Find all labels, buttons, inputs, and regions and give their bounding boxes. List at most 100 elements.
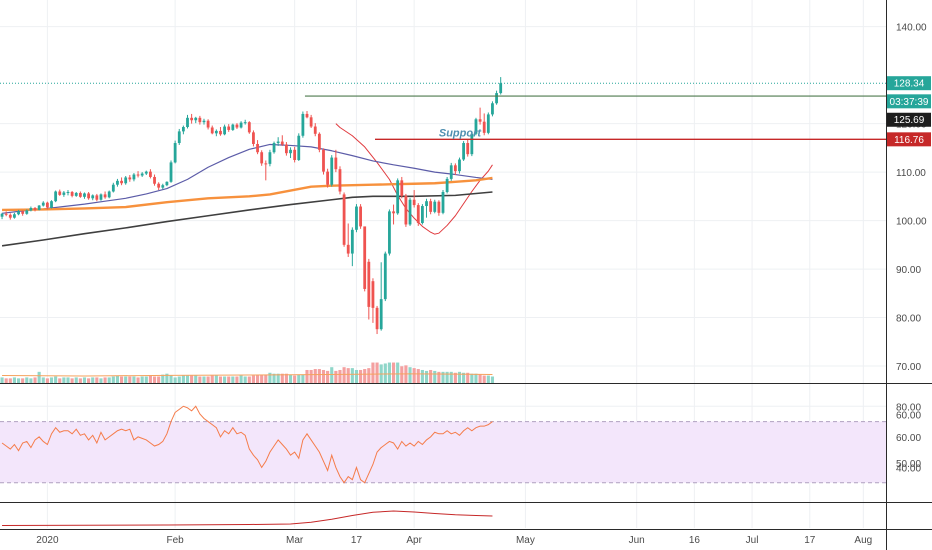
candle-body <box>124 177 128 184</box>
date-tick-label: 17 <box>804 535 816 546</box>
candle-body <box>202 120 206 123</box>
rsi-tick-label: 60.00 <box>896 433 921 444</box>
candle <box>359 204 362 229</box>
volume-bar <box>74 377 78 383</box>
date-tick-label: May <box>516 535 535 546</box>
candle <box>186 114 189 129</box>
candle-body <box>17 211 20 215</box>
candle <box>420 204 424 225</box>
price-pane: Support <box>0 77 886 335</box>
volume-bar <box>309 369 313 383</box>
candle-body <box>136 174 140 176</box>
candle <box>383 251 387 302</box>
volume-bar <box>387 362 391 383</box>
volume-bar <box>25 377 29 383</box>
volume-bar <box>363 369 367 383</box>
candle <box>412 190 416 208</box>
candle <box>388 209 391 256</box>
candle <box>66 190 70 196</box>
volume-bar <box>144 376 148 383</box>
candle-body <box>342 194 346 245</box>
candle <box>462 141 466 161</box>
candle-body <box>107 191 111 198</box>
candle-body <box>256 143 259 153</box>
candle-body <box>355 206 358 230</box>
volume-bar <box>449 371 453 383</box>
candle-body <box>441 191 445 213</box>
candle <box>37 205 41 211</box>
candle <box>342 192 346 247</box>
candle-body <box>243 122 247 124</box>
candle <box>330 155 334 187</box>
volume-bar <box>194 375 198 383</box>
candle-body <box>165 181 169 186</box>
candle-body <box>132 174 136 180</box>
lower-indicator-line <box>2 510 493 526</box>
candle <box>124 175 128 185</box>
candle-body <box>338 169 342 192</box>
candle <box>313 123 317 137</box>
candle <box>198 115 202 125</box>
volume-bar <box>33 377 37 383</box>
candle <box>149 169 152 179</box>
candle <box>136 171 140 178</box>
candle-body <box>227 126 231 130</box>
volume-bar <box>420 369 424 383</box>
candle <box>21 210 25 216</box>
volume-bar <box>367 368 371 383</box>
volume-bar <box>157 376 161 383</box>
price-tick-label: 80.00 <box>896 314 921 325</box>
candle <box>379 262 383 331</box>
volume-bar <box>400 366 404 383</box>
volume-bar <box>198 376 202 383</box>
candle-body <box>458 159 461 172</box>
candle <box>107 190 111 199</box>
candle <box>322 148 325 175</box>
candle-body <box>425 201 428 207</box>
candle <box>429 198 433 215</box>
candle <box>13 212 16 219</box>
candle <box>194 116 198 124</box>
candle <box>301 111 305 138</box>
candle-body <box>252 132 255 144</box>
volume-bar <box>408 367 412 383</box>
candle <box>309 114 313 128</box>
candle-body <box>58 191 62 195</box>
price-tick-label: 70.00 <box>896 362 921 373</box>
volume-bar <box>78 378 82 383</box>
volume-bar <box>190 375 194 383</box>
date-tick-label: Jun <box>629 535 645 546</box>
candle <box>491 101 494 117</box>
volume-bar <box>354 369 359 383</box>
candle-body <box>116 180 119 185</box>
candle-body <box>190 117 194 121</box>
volume-bar <box>111 376 115 383</box>
candle-body <box>235 124 239 128</box>
candle <box>375 305 379 335</box>
candle <box>350 227 354 267</box>
candle <box>128 175 132 182</box>
price-tag-box <box>887 132 931 147</box>
candle-body <box>198 117 202 123</box>
volume-bar <box>58 378 62 383</box>
candle <box>495 90 498 105</box>
candle <box>161 183 165 190</box>
candle <box>371 278 375 323</box>
candle <box>396 178 400 215</box>
candle <box>4 211 8 217</box>
candle <box>157 182 161 191</box>
candle-body <box>478 119 482 122</box>
date-tick-label: Aug <box>854 535 872 546</box>
candle-body <box>437 201 441 213</box>
candle-body <box>470 133 474 155</box>
candle-body <box>359 206 362 227</box>
volume-bar <box>87 378 91 383</box>
candle <box>70 191 74 198</box>
candle <box>45 201 49 210</box>
rsi-tick-label: 40.00 <box>896 463 921 474</box>
date-tick-label: Apr <box>406 535 422 546</box>
candle <box>433 199 437 214</box>
candle <box>289 147 292 159</box>
candle <box>120 177 123 186</box>
